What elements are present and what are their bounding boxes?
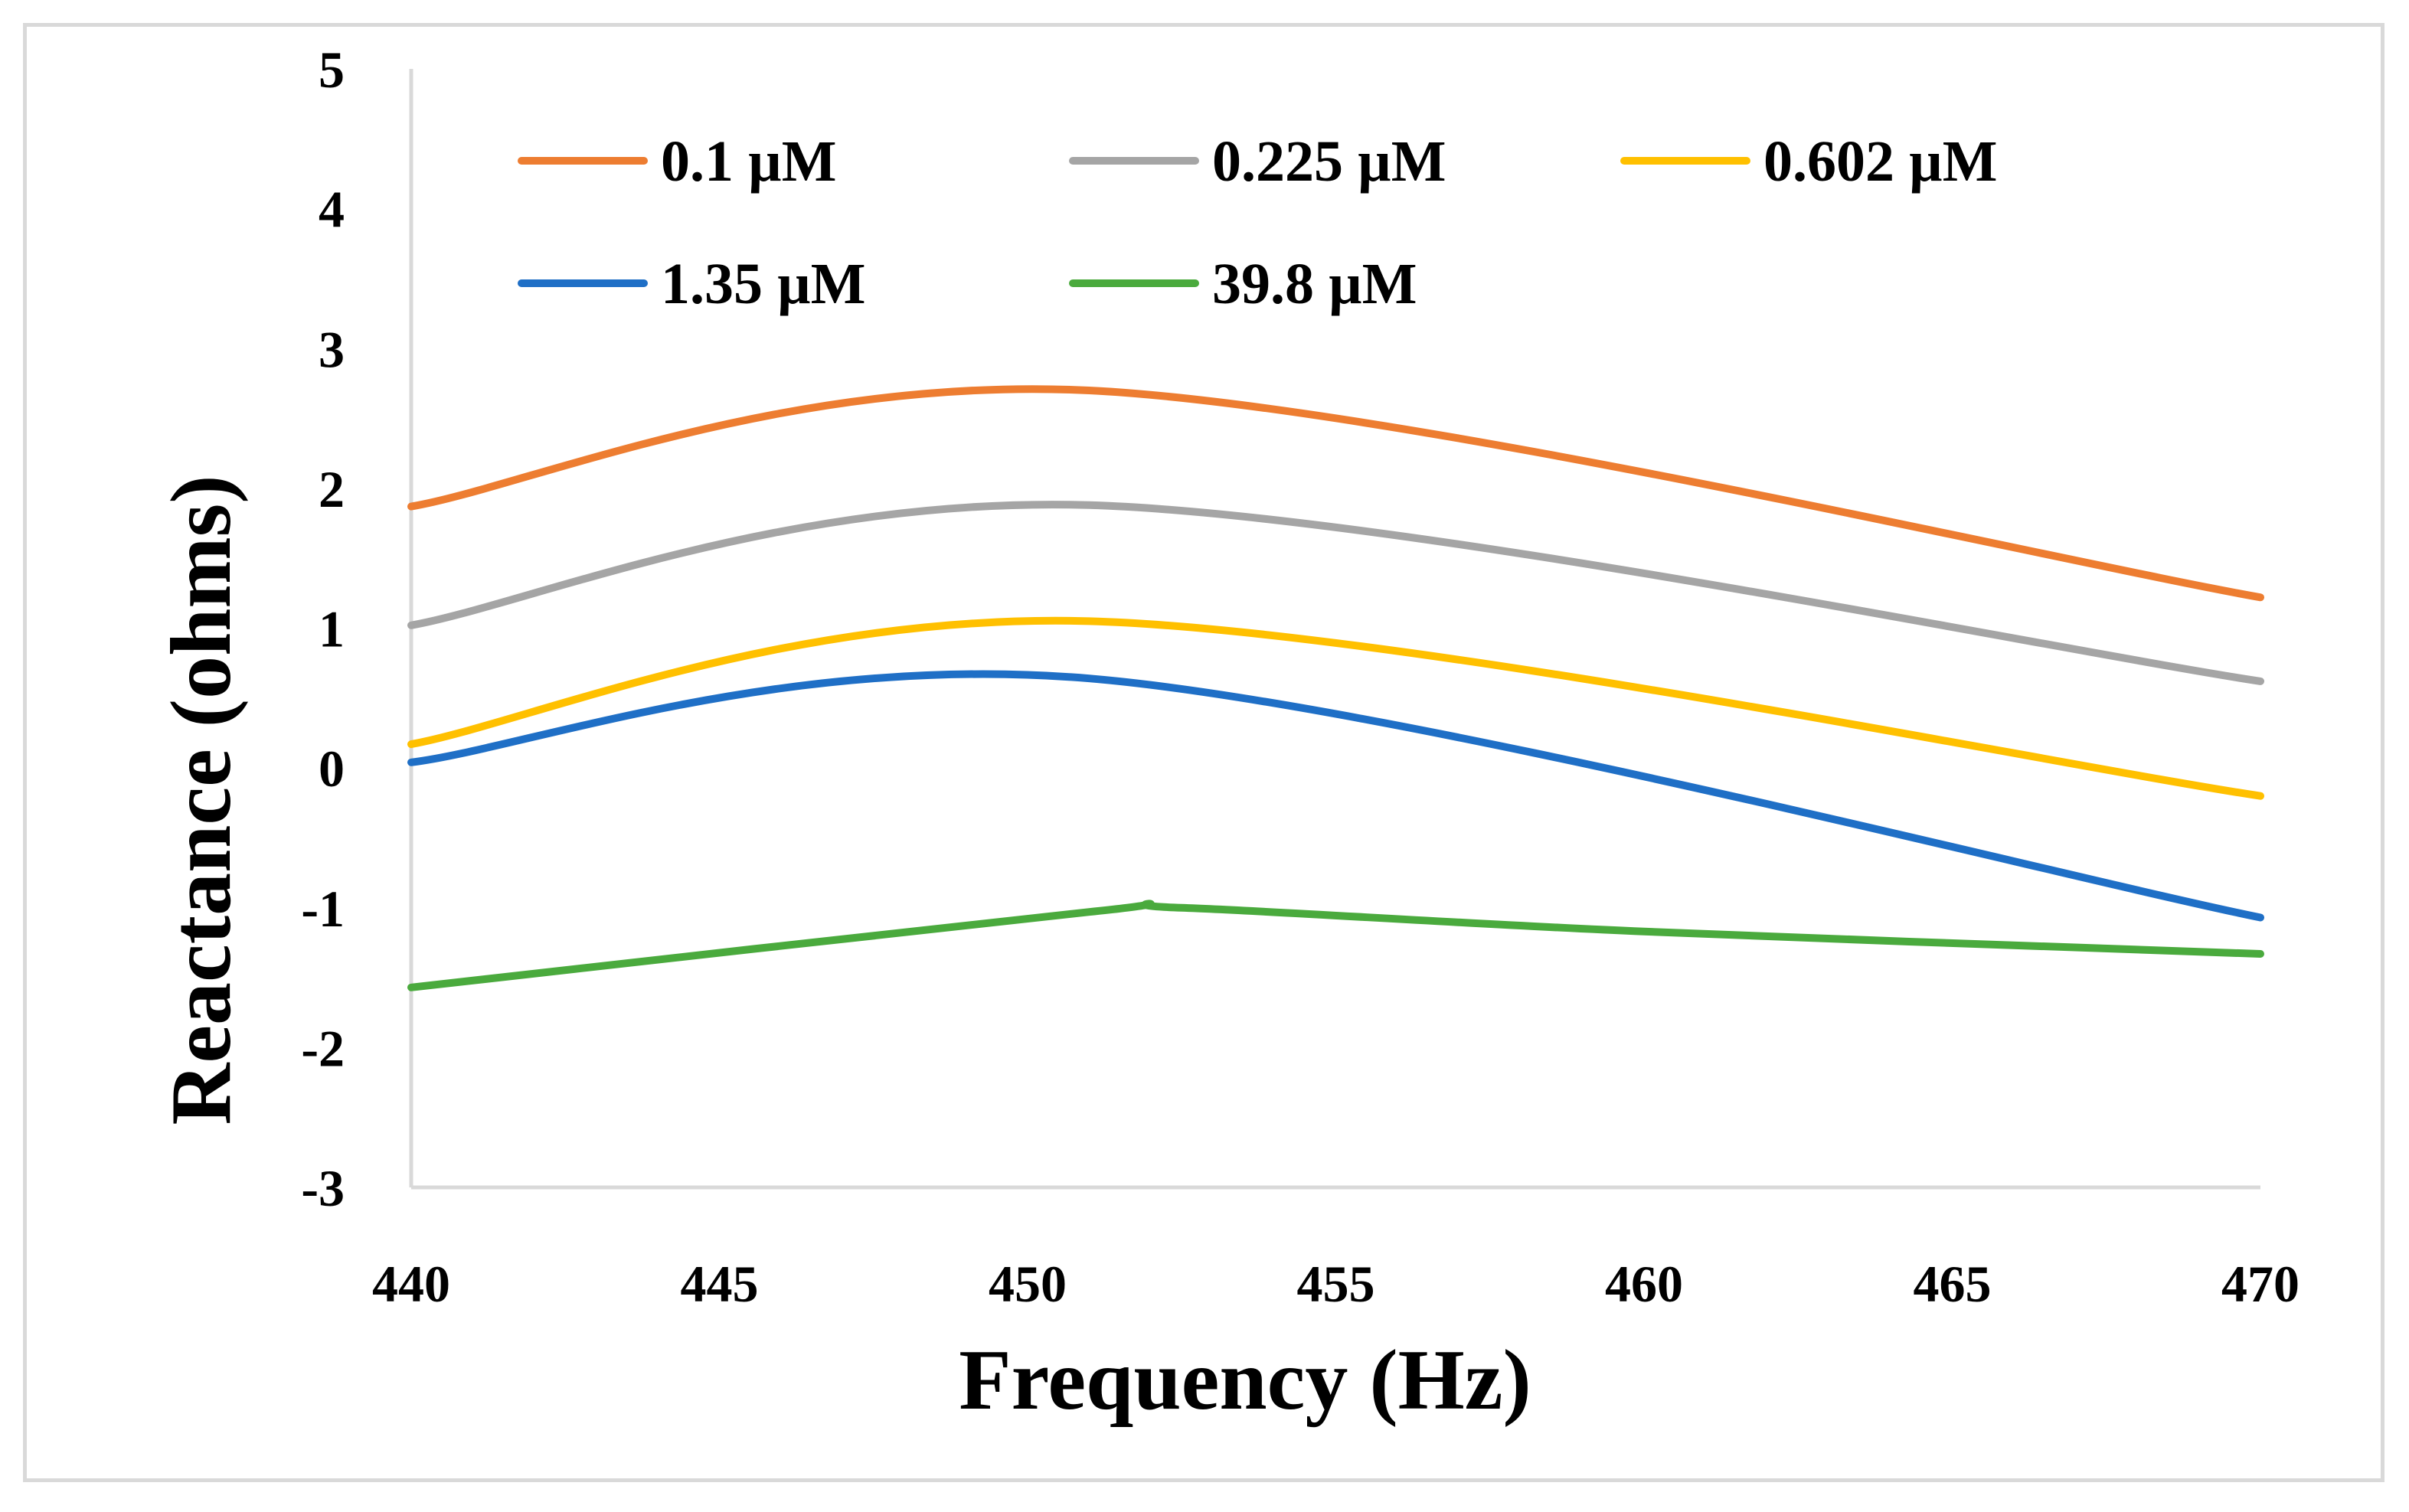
y-axis-title: Reactance (ohms) [154, 475, 249, 1125]
x-tick-label: 465 [1914, 1255, 1992, 1313]
legend-item-2: 0.225 µM [1069, 129, 1446, 194]
y-tick-label: 4 [319, 181, 345, 239]
axes [409, 69, 2260, 1190]
y-tick-label: -2 [301, 1019, 345, 1077]
x-axis-title: Frequency (Hz) [959, 1333, 1531, 1428]
series-line-2 [407, 501, 2264, 685]
x-tick-label: 450 [989, 1255, 1067, 1313]
series-line-4 [407, 670, 2264, 922]
y-tick-label: 2 [319, 460, 345, 518]
y-tick-label: 1 [319, 600, 345, 658]
series-line-5 [407, 900, 2264, 991]
y-tick-label: -3 [301, 1159, 345, 1217]
y-tick-label: 5 [319, 41, 345, 99]
legend-label: 0.1 µM [661, 129, 837, 194]
x-tick-label: 440 [372, 1255, 450, 1313]
series-line-3 [407, 616, 2264, 800]
legend-label: 0.225 µM [1212, 129, 1446, 194]
y-tick-label: 3 [319, 320, 345, 378]
legend-label: 1.35 µM [661, 252, 866, 316]
y-tick-label: 0 [319, 740, 345, 798]
legend-item-3: 0.602 µM [1620, 129, 1998, 194]
x-axis-tick-labels: 440 445 450 455 460 465 470 [372, 1255, 2300, 1313]
legend-label: 39.8 µM [1212, 252, 1417, 316]
legend-item-1: 0.1 µM [518, 129, 837, 194]
x-tick-label: 470 [2221, 1255, 2300, 1313]
x-tick-label: 445 [681, 1255, 759, 1313]
x-tick-label: 455 [1297, 1255, 1375, 1313]
legend: 0.1 µM 0.225 µM 0.602 µM 1.35 µM 39.8 µM [518, 129, 1998, 316]
series-lines [407, 385, 2264, 991]
legend-item-5: 39.8 µM [1069, 252, 1417, 316]
y-tick-label: -1 [301, 880, 345, 938]
legend-label: 0.602 µM [1763, 129, 1998, 194]
series-line-1 [407, 385, 2264, 602]
x-tick-label: 460 [1605, 1255, 1683, 1313]
y-axis-tick-labels: -3 -2 -1 0 1 2 3 4 5 [301, 41, 345, 1217]
legend-item-4: 1.35 µM [518, 252, 866, 316]
